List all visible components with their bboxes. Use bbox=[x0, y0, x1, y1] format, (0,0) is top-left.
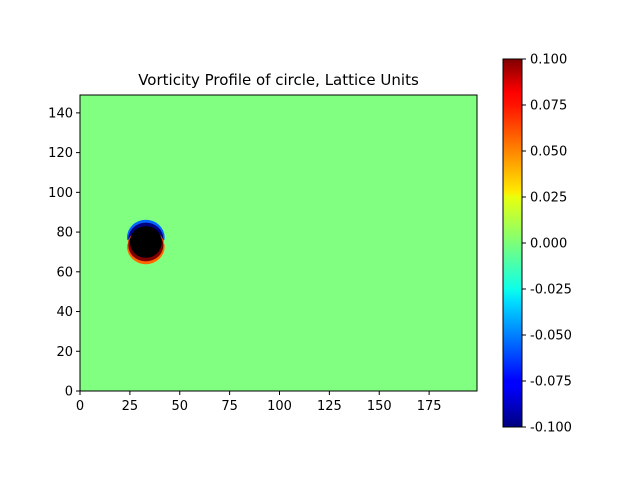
x-tick-label: 50 bbox=[171, 399, 188, 414]
plot-frame bbox=[79, 94, 478, 392]
shear-gap-2 bbox=[163, 240, 168, 245]
x-axis: 0 25 50 75 100 125 150 175 bbox=[76, 391, 442, 414]
x-tick-label: 175 bbox=[417, 399, 442, 414]
y-tick-label: 120 bbox=[48, 146, 73, 161]
colorbar-tick-label: 0.100 bbox=[530, 53, 567, 68]
colorbar-tick-label: 0.075 bbox=[530, 99, 567, 114]
colorbar-tick-label: -0.075 bbox=[530, 375, 572, 390]
x-tick-label: 75 bbox=[221, 399, 238, 414]
y-tick-label: 140 bbox=[48, 106, 73, 121]
colorbar-tick-label: -0.025 bbox=[530, 283, 572, 298]
y-tick-label: 0 bbox=[65, 385, 73, 400]
colorbar bbox=[502, 58, 523, 428]
colorbar-axis: -0.100 -0.075 -0.050 -0.025 0.000 0.025 0.050 0… bbox=[522, 53, 572, 436]
x-tick-label: 125 bbox=[317, 399, 342, 414]
x-tick-label: 0 bbox=[76, 399, 84, 414]
y-tick-label: 60 bbox=[56, 265, 73, 280]
colorbar-tick-label: 0.025 bbox=[530, 191, 567, 206]
x-tick-label: 150 bbox=[367, 399, 392, 414]
colorbar-tick-label: -0.050 bbox=[530, 329, 572, 344]
x-tick-label: 100 bbox=[267, 399, 292, 414]
y-tick-label: 20 bbox=[56, 345, 73, 360]
y-axis: 0 20 40 60 80 100 120 140 bbox=[48, 106, 80, 400]
x-tick-label: 25 bbox=[122, 399, 139, 414]
colorbar-tick-label: -0.100 bbox=[530, 421, 572, 436]
y-tick-label: 100 bbox=[48, 186, 73, 201]
colorbar-tick-label: 0.050 bbox=[530, 145, 567, 160]
chart-title: Vorticity Profile of circle, Lattice Uni… bbox=[138, 71, 419, 89]
colorbar-tick-label: 0.000 bbox=[530, 237, 567, 252]
y-tick-label: 80 bbox=[56, 226, 73, 241]
obstacle-circle bbox=[129, 226, 162, 258]
y-tick-label: 40 bbox=[56, 305, 73, 320]
shear-gap-1 bbox=[123, 240, 128, 245]
plot-area bbox=[80, 95, 477, 391]
